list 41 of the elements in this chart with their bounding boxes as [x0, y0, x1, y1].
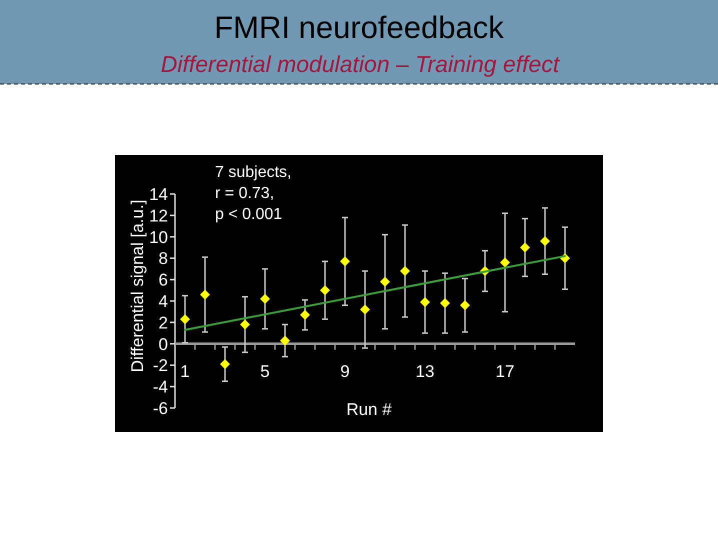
y-axis-title: Differential signal [a.u.]: [128, 200, 147, 372]
point: [460, 300, 470, 310]
point: [380, 276, 390, 287]
point: [340, 256, 350, 266]
point: [240, 320, 250, 330]
y-tick-label: -4: [152, 378, 168, 397]
y-tick-label: -6: [152, 398, 168, 418]
point: [260, 294, 270, 304]
y-tick-label: 8: [158, 249, 168, 268]
point: [220, 359, 230, 370]
point: [280, 336, 290, 346]
chart-subtitle: Differential modulation – Training effect: [160, 51, 561, 77]
y-tick-label: -2: [152, 356, 168, 376]
point: [200, 290, 210, 300]
point: [500, 257, 510, 268]
x-tick-label: 13: [416, 362, 434, 381]
x-tick-label: 9: [340, 362, 350, 381]
x-tick-label: 5: [260, 362, 270, 381]
chart-title: FMRI neurofeedback: [214, 10, 504, 45]
y-tick-label: 0: [158, 334, 168, 354]
point: [300, 310, 310, 320]
y-tick-label: 6: [158, 270, 168, 290]
text: 7 subjects,: [215, 164, 292, 181]
point: [400, 266, 410, 276]
y-tick-label: 12: [149, 206, 168, 226]
x-tick-label: 1: [180, 362, 190, 381]
x-axis-title: Run #: [346, 400, 392, 419]
y-tick-label: 10: [149, 228, 168, 247]
point: [540, 236, 550, 246]
point: [440, 298, 450, 308]
point: [320, 285, 330, 296]
annotation: p < 0.001: [215, 206, 282, 223]
point: [180, 314, 190, 324]
annotation: r = 0.73,: [215, 185, 274, 202]
y-tick-label: 4: [158, 292, 168, 311]
point: [520, 242, 530, 252]
y-tick-label: 2: [158, 313, 168, 332]
y-tick-label: 14: [149, 184, 168, 204]
point: [360, 304, 370, 315]
x-tick-label: 17: [496, 362, 514, 381]
point: [420, 297, 430, 308]
